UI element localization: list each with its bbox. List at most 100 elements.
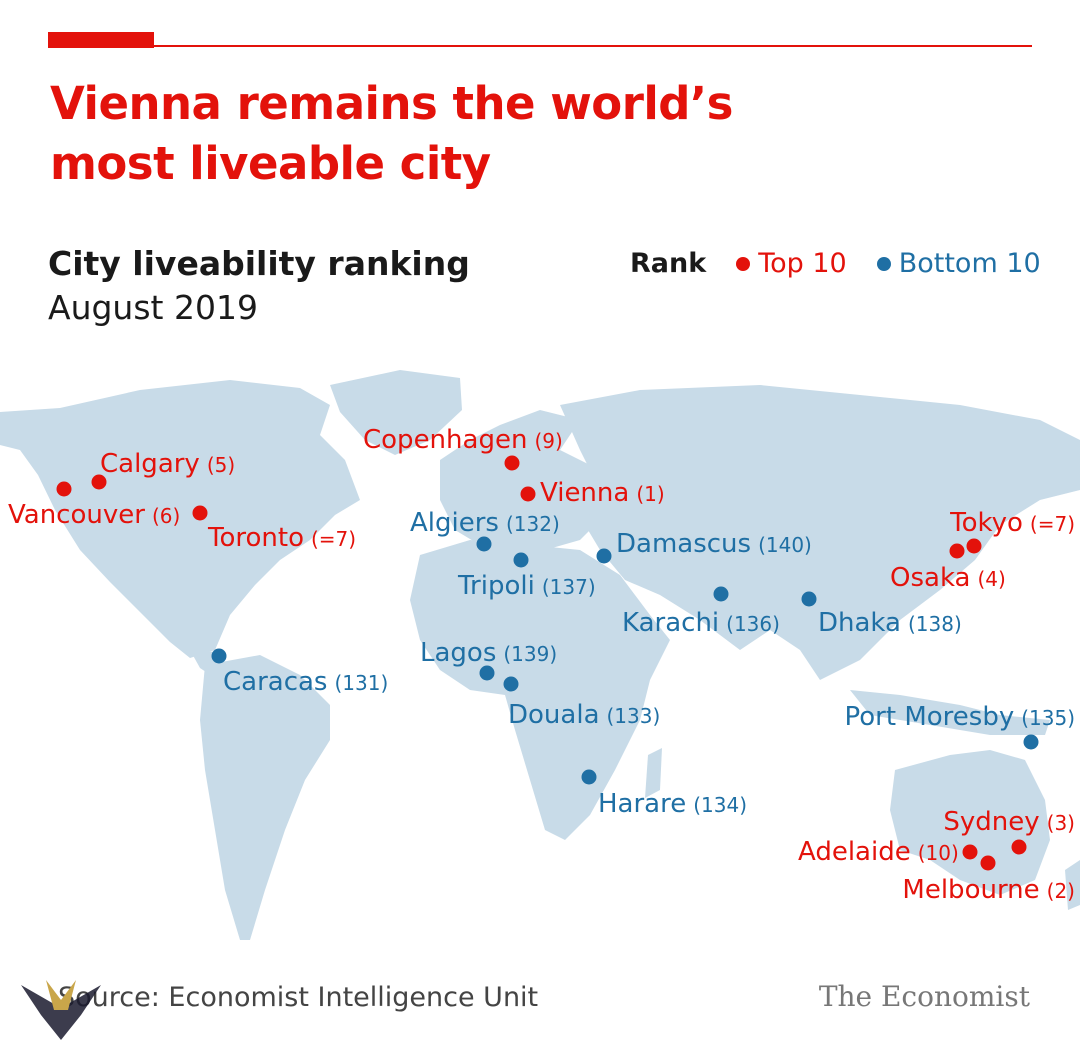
city-name: Karachi [622, 608, 719, 638]
city-label-tripoli: Tripoli (137) [457, 571, 596, 601]
city-name: Vienna [540, 478, 629, 508]
city-dot-calgary [91, 474, 107, 490]
city-dot-vancouver [56, 481, 72, 497]
city-label-vancouver: Vancouver (6) [8, 500, 180, 530]
south-america-shape [200, 655, 330, 940]
city-dot-douala [503, 676, 519, 692]
city-name: Caracas [223, 667, 327, 697]
chart-date: August 2019 [48, 288, 258, 327]
city-label-tokyo: Tokyo (=7) [949, 508, 1075, 538]
europe-shape [440, 410, 610, 550]
city-rank: (139) [503, 642, 557, 666]
north-america-shape [0, 380, 360, 658]
city-name: Douala [508, 700, 600, 730]
blue-dot-icon [876, 256, 891, 271]
city-label-sydney: Sydney (3) [943, 807, 1075, 837]
red-dot-icon [736, 256, 751, 271]
header-accent-bar [48, 32, 154, 48]
city-rank: (6) [152, 504, 180, 528]
city-name: Calgary [100, 449, 200, 479]
city-rank: (9) [534, 429, 562, 453]
city-rank: (=7) [311, 527, 356, 551]
world-map: Vienna (1) Melbourne (2) Sydney (3) Osaka (4) Ca… [0, 370, 1080, 940]
city-rank: (4) [977, 567, 1005, 591]
legend-item-top: Top 10 [736, 248, 847, 279]
city-name: Lagos [420, 638, 496, 668]
city-name: Adelaide [798, 837, 911, 867]
city-label-calgary: Calgary (5) [100, 449, 235, 479]
city-rank: (132) [506, 512, 560, 536]
city-name: Vancouver [8, 500, 145, 530]
city-rank: (2) [1047, 879, 1075, 903]
city-dot-damascus [596, 548, 612, 564]
city-label-algiers: Algiers (132) [410, 508, 560, 538]
city-label-adelaide: Adelaide (10) [798, 837, 959, 867]
city-dot-tripoli [513, 552, 529, 568]
page-title: Vienna remains the world’s most liveable… [50, 77, 733, 190]
city-name: Port Moresby [845, 702, 1015, 732]
city-label-osaka: Osaka (4) [890, 563, 1006, 593]
forum-logo-icon [21, 980, 101, 1040]
australia-shape [890, 750, 1050, 895]
city-rank: (136) [726, 612, 780, 636]
city-label-vienna: Vienna (1) [540, 478, 665, 508]
legend-item-bottom: Bottom 10 [876, 248, 1041, 279]
asia-shape [560, 385, 1080, 680]
city-dot-sydney [1011, 839, 1027, 855]
city-label-dhaka: Dhaka (138) [818, 608, 962, 638]
city-dot-caracas [211, 648, 227, 664]
new-zealand-shape [1065, 860, 1080, 910]
city-rank: (140) [758, 533, 812, 557]
legend-label: Rank [630, 248, 707, 279]
city-rank: (135) [1021, 706, 1075, 730]
city-dot-vienna [520, 486, 536, 502]
city-name: Dhaka [818, 608, 901, 638]
city-rank: (10) [918, 841, 959, 865]
city-name: Damascus [616, 529, 751, 559]
legend-top-label: Top 10 [758, 248, 847, 279]
city-name: Harare [598, 789, 686, 819]
legend-bottom-label: Bottom 10 [898, 248, 1041, 279]
legend: Rank Top 10 Bottom 10 [630, 248, 1041, 279]
city-rank: (1) [636, 482, 664, 506]
city-rank: (=7) [1030, 512, 1075, 536]
city-dot-algiers [476, 536, 492, 552]
city-name: Toronto [207, 523, 304, 553]
city-rank: (138) [908, 612, 962, 636]
greenland-shape [330, 370, 462, 455]
city-name: Osaka [890, 563, 970, 593]
city-dot-melbourne [980, 855, 996, 871]
city-label-damascus: Damascus (140) [616, 529, 812, 559]
city-dot-adelaide [962, 844, 978, 860]
city-label-caracas: Caracas (131) [223, 667, 388, 697]
city-rank: (137) [542, 575, 596, 599]
publisher-brand: The Economist [818, 980, 1030, 1013]
city-dot-tokyo [966, 538, 982, 554]
city-dot-port-moresby [1023, 734, 1039, 750]
africa-shape [410, 540, 670, 840]
indonesia-shape [850, 690, 1050, 735]
city-label-harare: Harare (134) [598, 789, 747, 819]
city-label-karachi: Karachi (136) [622, 608, 780, 638]
city-label-melbourne: Melbourne (2) [902, 875, 1075, 905]
city-rank: (3) [1047, 811, 1075, 835]
city-dot-copenhagen [504, 455, 520, 471]
city-dot-harare [581, 769, 597, 785]
city-label-port-moresby: Port Moresby (135) [845, 702, 1075, 732]
city-rank: (133) [607, 704, 661, 728]
city-label-douala: Douala (133) [508, 700, 660, 730]
city-name: Tokyo [949, 508, 1023, 538]
city-rank: (134) [693, 793, 747, 817]
land-masses [0, 370, 1080, 940]
city-dot-osaka [949, 543, 965, 559]
source-note: Source: Economist Intelligence Unit [58, 982, 539, 1013]
chart-subtitle: City liveability ranking [48, 244, 470, 283]
city-markers: Vienna (1) Melbourne (2) Sydney (3) Osaka (4) Ca… [8, 425, 1075, 905]
city-rank: (5) [207, 453, 235, 477]
city-rank: (131) [334, 671, 388, 695]
city-name: Algiers [410, 508, 499, 538]
city-dot-toronto [192, 505, 208, 521]
city-label-toronto: Toronto (=7) [207, 523, 356, 553]
city-name: Tripoli [457, 571, 535, 601]
city-dot-lagos [479, 665, 495, 681]
